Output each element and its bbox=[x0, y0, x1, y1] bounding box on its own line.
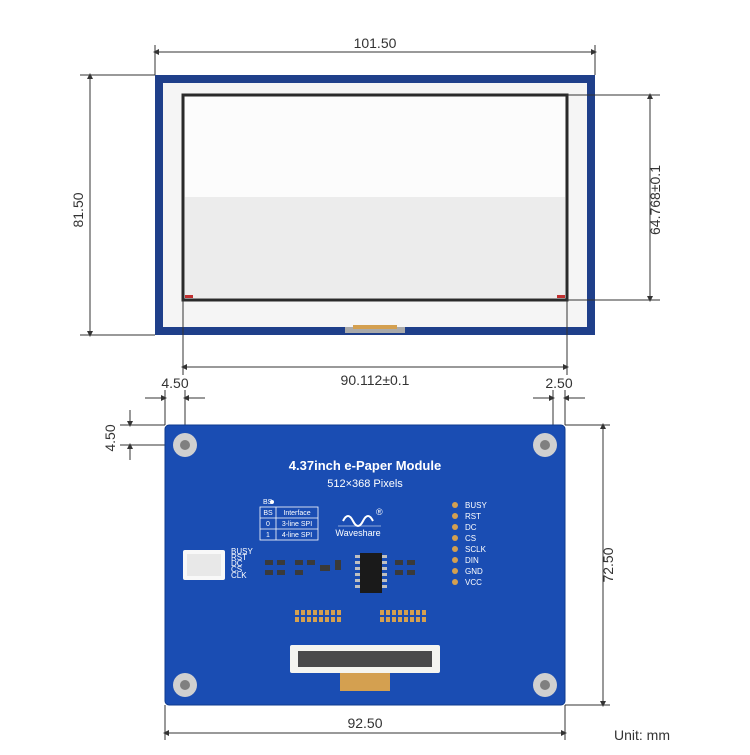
svg-text:BUSY: BUSY bbox=[465, 501, 487, 510]
flex-tab bbox=[353, 325, 397, 329]
dim-pcb-width: 92.50 bbox=[165, 715, 565, 733]
svg-text:4-line SPI: 4-line SPI bbox=[282, 532, 312, 539]
top-view: 101.50 81.50 64.768±0.1 90.112±0.1 bbox=[70, 35, 663, 388]
svg-text:GND: GND bbox=[465, 567, 483, 576]
dim-outer-height: 81.50 bbox=[70, 75, 90, 335]
svg-text:CLK: CLK bbox=[231, 571, 247, 580]
dim-active-height: 64.768±0.1 bbox=[647, 95, 663, 300]
bs-pad bbox=[270, 500, 274, 504]
bottom-view: 4.50 2.50 4.50 bbox=[102, 375, 616, 740]
pcb: 4.37inch e-Paper Module 512×368 Pixels B… bbox=[165, 425, 610, 740]
svg-text:CS: CS bbox=[465, 534, 476, 543]
screen-top-half bbox=[185, 97, 565, 197]
svg-text:BS: BS bbox=[263, 510, 273, 517]
dim-pcb-height: 72.50 bbox=[600, 425, 616, 705]
pcb-width-label: 92.50 bbox=[347, 715, 382, 731]
svg-text:Interface: Interface bbox=[283, 510, 310, 517]
outer-height-label: 81.50 bbox=[70, 192, 86, 227]
svg-text:DC: DC bbox=[465, 523, 477, 532]
active-width-label: 90.112±0.1 bbox=[341, 372, 410, 388]
outer-width-label: 101.50 bbox=[354, 35, 397, 51]
svg-text:0: 0 bbox=[266, 521, 270, 528]
unit-label: Unit: mm bbox=[614, 727, 670, 743]
hole-x-label: 4.50 bbox=[161, 375, 188, 391]
svg-text:RST: RST bbox=[465, 512, 481, 521]
pcb-height-label: 72.50 bbox=[600, 547, 616, 582]
svg-text:DIN: DIN bbox=[465, 556, 479, 565]
screen-bottom-half bbox=[185, 197, 565, 298]
fpc-ribbon bbox=[340, 673, 390, 691]
svg-text:SCLK: SCLK bbox=[465, 545, 487, 554]
hole-y-label: 4.50 bbox=[102, 424, 118, 451]
dim-outer-width: 101.50 bbox=[155, 35, 595, 52]
svg-text:VCC: VCC bbox=[465, 578, 482, 587]
svg-text:1: 1 bbox=[266, 532, 270, 539]
ic-chip bbox=[360, 553, 382, 593]
module-title: 4.37inch e-Paper Module bbox=[289, 458, 441, 473]
module-subtitle: 512×368 Pixels bbox=[327, 478, 403, 490]
dim-hole-y: 4.50 bbox=[102, 410, 165, 460]
active-height-label: 64.768±0.1 bbox=[647, 165, 663, 235]
hole-x2-label: 2.50 bbox=[545, 375, 572, 391]
dim-active-width: 90.112±0.1 bbox=[183, 367, 567, 388]
svg-text:3-line SPI: 3-line SPI bbox=[282, 521, 312, 528]
svg-text:®: ® bbox=[376, 507, 383, 517]
brand-name: Waveshare bbox=[335, 528, 380, 538]
